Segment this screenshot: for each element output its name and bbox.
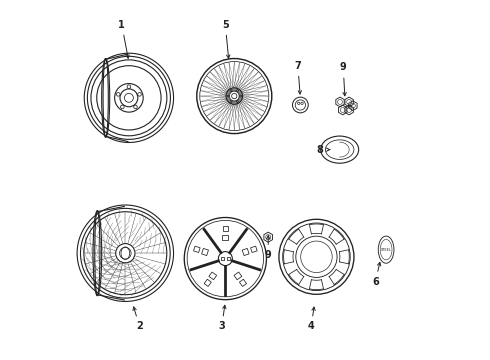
Text: 1: 1 (119, 19, 129, 58)
Text: 8: 8 (317, 145, 330, 155)
Text: 4: 4 (308, 307, 315, 332)
Text: 6: 6 (372, 262, 381, 287)
Text: 3: 3 (219, 305, 226, 332)
Text: 5: 5 (222, 19, 230, 58)
Text: 2: 2 (133, 307, 143, 332)
Text: STEEL: STEEL (381, 248, 392, 252)
Text: 7: 7 (294, 61, 301, 94)
Text: 9: 9 (265, 236, 271, 260)
Text: 9: 9 (340, 63, 346, 96)
